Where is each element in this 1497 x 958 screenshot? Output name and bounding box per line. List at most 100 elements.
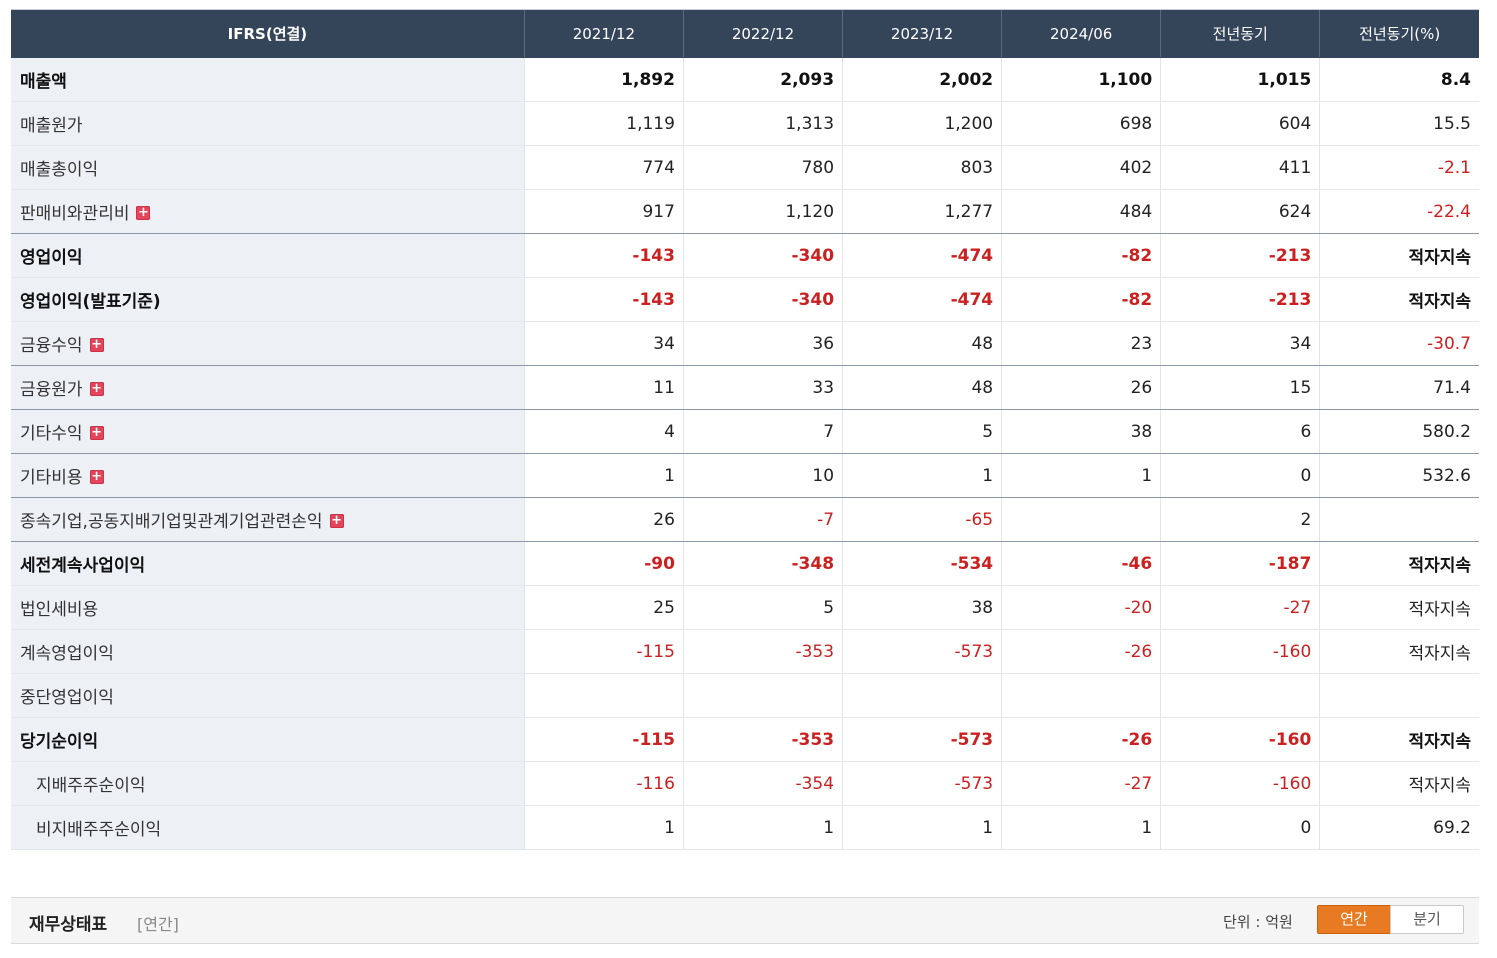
value-cell: 적자지속 — [1319, 761, 1479, 806]
value-cell: -27 — [1160, 585, 1320, 630]
value-cell: -160 — [1160, 717, 1320, 762]
row-label-cell[interactable]: 금융원가 + — [11, 365, 525, 410]
value-cell: 적자지속 — [1319, 277, 1479, 322]
table-row: 법인세비용 25 5 38 -20 -27 적자지속 — [11, 585, 1479, 630]
annual-toggle-button[interactable]: 연간 — [1317, 905, 1391, 934]
value-cell: 38 — [1001, 409, 1161, 454]
header-ifrs: IFRS(연결) — [11, 10, 525, 58]
value-cell: -22.4 — [1319, 189, 1479, 234]
row-label-cell[interactable]: 금융수익 + — [11, 321, 525, 366]
plus-icon[interactable]: + — [136, 204, 151, 220]
value-cell: 2,002 — [842, 57, 1002, 102]
value-cell: -26 — [1001, 717, 1161, 762]
value-cell: -27 — [1001, 761, 1161, 806]
header-2022-12: 2022/12 — [682, 10, 843, 58]
quarter-toggle-button[interactable]: 분기 — [1390, 905, 1464, 934]
value-cell: 624 — [1160, 189, 1320, 234]
value-cell: -2.1 — [1319, 145, 1479, 190]
value-cell: 1 — [842, 453, 1002, 498]
value-cell: 23 — [1001, 321, 1161, 366]
value-cell: 7 — [682, 409, 843, 454]
row-label-cell: 영업이익(발표기준) — [11, 277, 525, 322]
value-cell: 1,119 — [523, 101, 684, 146]
row-label-cell[interactable]: 기타비용 + — [11, 453, 525, 498]
value-cell — [1001, 497, 1161, 542]
section-title: 재무상태표 — [29, 915, 108, 935]
row-label-cell: 계속영업이익 — [11, 629, 525, 674]
value-cell: -353 — [682, 717, 843, 762]
plus-icon[interactable]: + — [89, 380, 104, 396]
value-cell: 1,277 — [842, 189, 1002, 234]
value-cell: -143 — [523, 233, 684, 278]
plus-icon[interactable]: + — [89, 336, 104, 352]
value-cell: 적자지속 — [1319, 541, 1479, 586]
table-row: 종속기업,공동지배기업및관계기업관련손익 +26 -7 -65 2 — [11, 497, 1479, 542]
value-cell: -213 — [1160, 233, 1320, 278]
value-cell: 1 — [682, 805, 843, 850]
row-label-cell[interactable]: 판매비와관리비 + — [11, 189, 525, 234]
table-row: 기타수익 +4 7 5 38 6 580.2 — [11, 409, 1479, 454]
value-cell: 69.2 — [1319, 805, 1479, 850]
header-prev-year: 전년동기 — [1160, 10, 1320, 58]
value-cell: 1 — [1001, 453, 1161, 498]
row-label: 기타비용 — [20, 468, 83, 488]
value-cell: 698 — [1001, 101, 1161, 146]
row-label-cell[interactable]: 종속기업,공동지배기업및관계기업관련손익 + — [11, 497, 525, 542]
row-label-cell: 법인세비용 — [11, 585, 525, 630]
table-row: 지배주주순이익 -116 -354 -573 -27 -160 적자지속 — [11, 761, 1479, 806]
value-cell: -354 — [682, 761, 843, 806]
value-cell: 34 — [523, 321, 684, 366]
value-cell — [842, 673, 1002, 718]
value-cell: -82 — [1001, 233, 1161, 278]
plus-icon[interactable]: + — [89, 424, 104, 440]
value-cell: -187 — [1160, 541, 1320, 586]
plus-icon[interactable]: + — [329, 512, 344, 528]
value-cell: -20 — [1001, 585, 1161, 630]
row-label: 법인세비용 — [20, 600, 99, 620]
value-cell: -65 — [842, 497, 1002, 542]
value-cell: 1,120 — [682, 189, 843, 234]
value-cell: -90 — [523, 541, 684, 586]
value-cell: -160 — [1160, 629, 1320, 674]
table-row: 매출액 1,892 2,093 2,002 1,100 1,015 8.4 — [11, 57, 1479, 102]
value-cell: -474 — [842, 233, 1002, 278]
value-cell: -82 — [1001, 277, 1161, 322]
row-label: 금융수익 — [20, 336, 83, 356]
row-label: 세전계속사업이익 — [20, 556, 146, 576]
table-row: 영업이익 -143 -340 -474 -82 -213 적자지속 — [11, 233, 1479, 278]
value-cell: 0 — [1160, 453, 1320, 498]
value-cell: 5 — [682, 585, 843, 630]
value-cell: -115 — [523, 629, 684, 674]
value-cell: -46 — [1001, 541, 1161, 586]
value-cell: -115 — [523, 717, 684, 762]
value-cell — [1319, 497, 1479, 542]
header-prev-year-pct: 전년동기(%) — [1319, 10, 1479, 58]
value-cell — [682, 673, 843, 718]
plus-icon[interactable]: + — [89, 468, 104, 484]
table-row: 금융원가 +11 33 48 26 15 71.4 — [11, 365, 1479, 410]
table-row: 금융수익 +34 36 48 23 34 -30.7 — [11, 321, 1479, 366]
row-label: 매출원가 — [20, 116, 83, 136]
table-row: 세전계속사업이익 -90 -348 -534 -46 -187 적자지속 — [11, 541, 1479, 586]
value-cell: -7 — [682, 497, 843, 542]
value-cell: 774 — [523, 145, 684, 190]
table-header-row: IFRS(연결) 2021/12 2022/12 2023/12 2024/06… — [11, 10, 1479, 58]
value-cell: 0 — [1160, 805, 1320, 850]
table-row: 비지배주주순이익 1 1 1 1 0 69.2 — [11, 805, 1479, 850]
value-cell: -353 — [682, 629, 843, 674]
table-row: 매출원가 1,119 1,313 1,200 698 604 15.5 — [11, 101, 1479, 146]
value-cell: 411 — [1160, 145, 1320, 190]
value-cell: 25 — [523, 585, 684, 630]
value-cell: -160 — [1160, 761, 1320, 806]
value-cell: 580.2 — [1319, 409, 1479, 454]
value-cell: 15.5 — [1319, 101, 1479, 146]
row-label-cell[interactable]: 기타수익 + — [11, 409, 525, 454]
row-label-cell: 매출총이익 — [11, 145, 525, 190]
value-cell: 적자지속 — [1319, 585, 1479, 630]
row-label-cell: 세전계속사업이익 — [11, 541, 525, 586]
value-cell: 적자지속 — [1319, 717, 1479, 762]
value-cell — [1319, 673, 1479, 718]
value-cell: -116 — [523, 761, 684, 806]
top-rule — [11, 9, 1479, 10]
value-cell: -474 — [842, 277, 1002, 322]
